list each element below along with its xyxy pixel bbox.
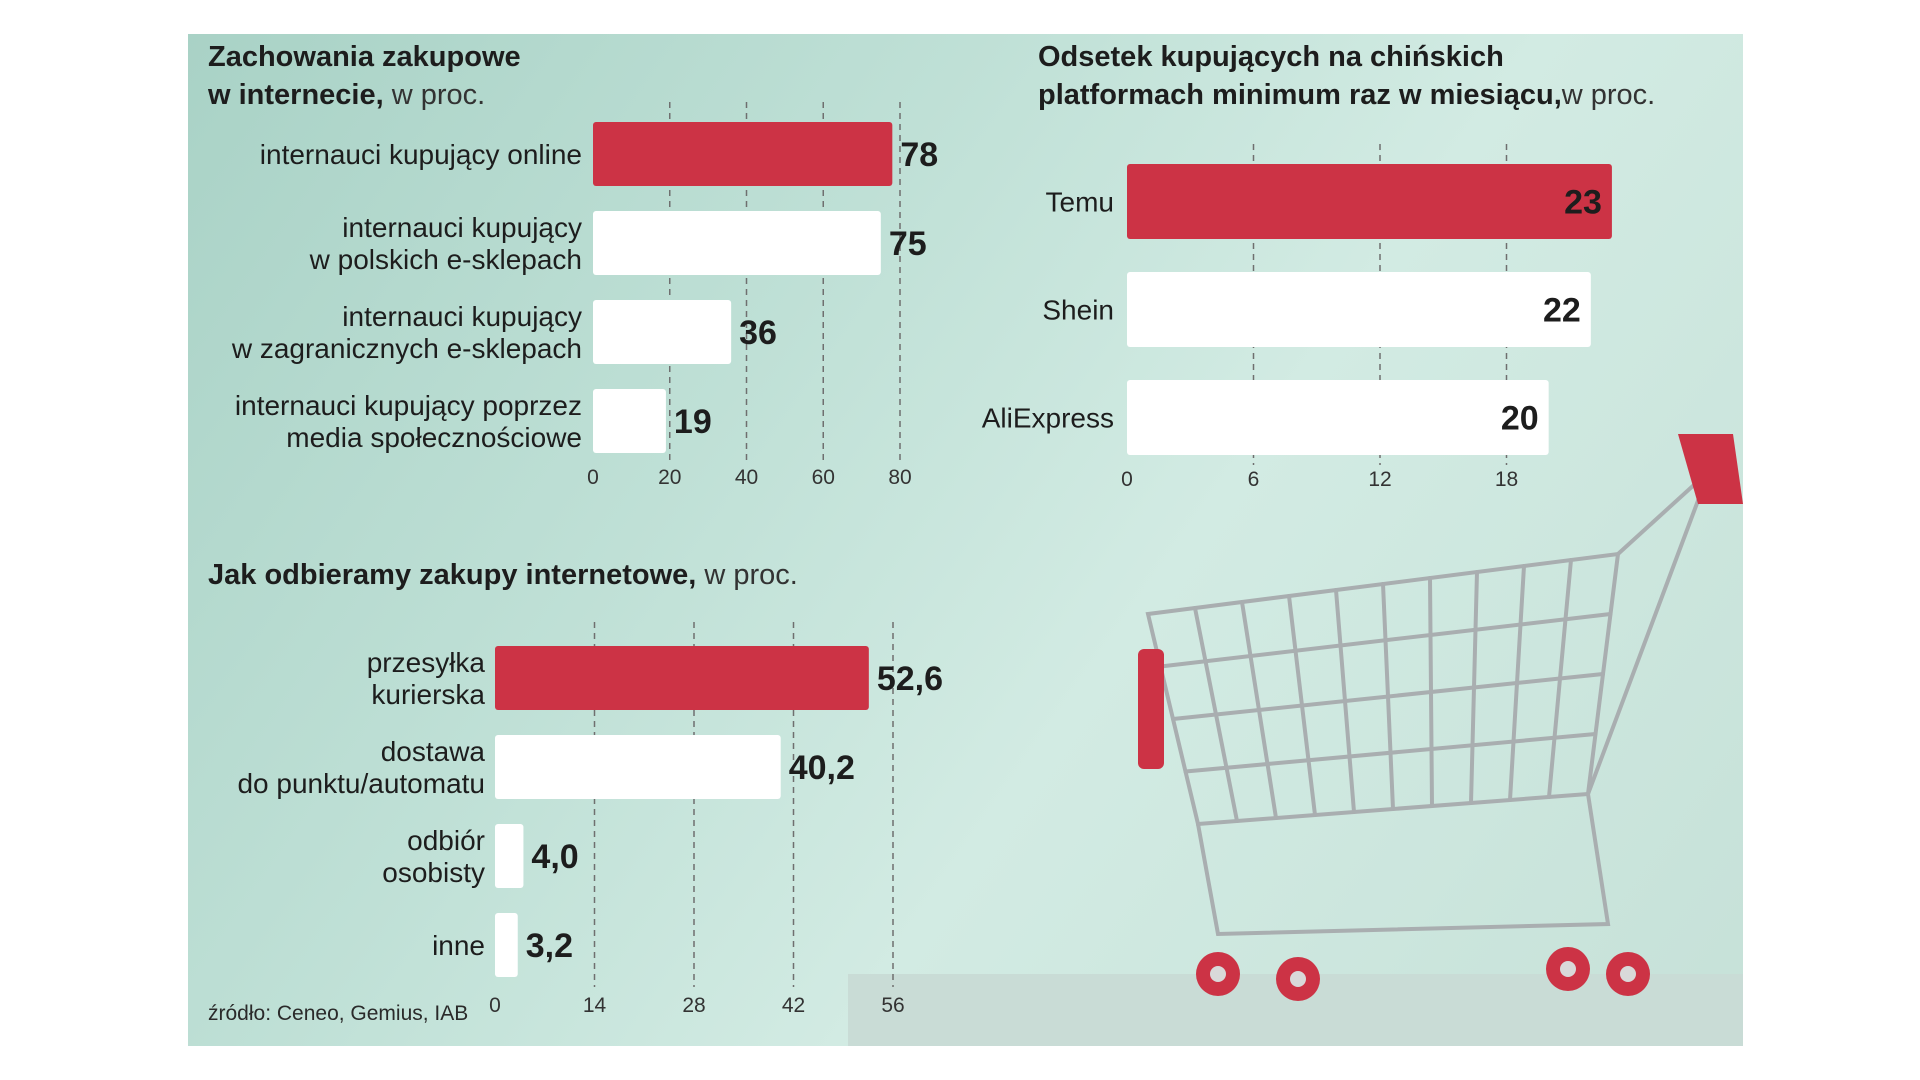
x-tick-label: 18 — [1495, 468, 1518, 491]
cart-wire — [1158, 612, 1613, 669]
bar — [1127, 272, 1591, 347]
data-label: 3,2 — [526, 927, 573, 965]
bar — [1127, 380, 1549, 455]
bar — [593, 211, 881, 275]
category-label-line: internauci kupujący — [342, 301, 582, 332]
category-label-line: internauci kupujący poprzez — [235, 390, 582, 421]
x-tick-label: 0 — [1121, 468, 1133, 491]
bar — [495, 735, 781, 799]
bar-chart-delivery: 0 14 28 42 56 przesyłka kurierska 52,6 dostawa do… — [237, 622, 943, 1017]
category-label-line: internauci kupujący online — [260, 139, 582, 170]
cart-wire — [1183, 732, 1598, 774]
shopping-cart-illustration — [848, 434, 1743, 1046]
bar-chart-chinese-platforms: 0 6 12 18 Temu 23 Shein 22 AliExpress 20 — [982, 144, 1612, 491]
bar — [495, 646, 869, 710]
x-tick-label: 40 — [735, 466, 758, 489]
cart-bumper — [1138, 649, 1164, 769]
category-label-line: media społecznościowe — [286, 422, 582, 453]
x-tick-label: 60 — [812, 466, 835, 489]
chart-title-chinese-platforms: Odsetek kupujących na chińskich platform… — [1038, 41, 1656, 111]
category-label-line: inne — [432, 930, 485, 961]
x-tick-label: 80 — [888, 466, 911, 489]
data-label: 19 — [674, 403, 712, 441]
chart-title-delivery: Jak odbieramy zakupy internetowe, w proc… — [208, 559, 798, 591]
category-label-line: Temu — [1046, 187, 1114, 218]
category-label: internauci kupujący w polskich e-sklepach — [309, 212, 582, 275]
cart-wire — [1171, 672, 1605, 721]
x-tick-label: 12 — [1368, 468, 1391, 491]
data-label: 36 — [739, 314, 777, 352]
category-label-line: przesyłka — [367, 647, 486, 678]
bar — [593, 300, 732, 364]
category-label: odbiór osobisty — [382, 825, 485, 888]
data-label: 75 — [889, 225, 927, 263]
bar — [495, 913, 518, 977]
cart-handle-bar — [1586, 472, 1710, 796]
data-label: 52,6 — [877, 660, 943, 698]
category-label: internauci kupujący poprzez media społecz… — [235, 390, 582, 453]
data-label: 22 — [1543, 292, 1581, 330]
category-label-line: AliExpress — [982, 403, 1114, 434]
category-label: przesyłka kurierska — [367, 647, 486, 710]
bar — [593, 122, 893, 186]
bar-chart-behaviours: 0 20 40 60 80 internauci kupujący online 78 int… — [231, 102, 938, 489]
source-note: źródło: Ceneo, Gemius, IAB — [208, 1002, 469, 1025]
cart-chassis — [1196, 792, 1611, 937]
cart-frame — [1145, 452, 1730, 937]
bar — [495, 824, 524, 888]
infographic-panel: Zachowania zakupowe w internecie, w proc… — [188, 34, 1743, 1046]
x-tick-label: 14 — [583, 994, 607, 1017]
category-label-line: internauci kupujący — [342, 212, 582, 243]
x-tick-label: 20 — [658, 466, 681, 489]
category-label-line: kurierska — [371, 679, 485, 710]
category-label-line: dostawa — [381, 736, 486, 767]
category-label-line: do punktu/automatu — [237, 768, 485, 799]
cart-handle-grip — [1678, 434, 1743, 504]
data-label: 40,2 — [789, 749, 855, 787]
data-label: 20 — [1501, 400, 1539, 438]
x-tick-label: 42 — [782, 994, 805, 1017]
category-label: Shein — [1042, 295, 1114, 326]
category-label: inne — [432, 930, 485, 961]
data-label: 23 — [1564, 184, 1602, 222]
category-label: internauci kupujący w zagranicznych e-skl… — [231, 301, 582, 364]
bar — [593, 389, 666, 453]
category-label-line: osobisty — [382, 857, 485, 888]
bar — [1127, 164, 1612, 239]
category-label: AliExpress — [982, 403, 1114, 434]
cart-wheel-hub — [1210, 966, 1226, 982]
cart-wheel-hub — [1290, 971, 1306, 987]
x-tick-label: 56 — [881, 994, 904, 1017]
x-tick-label: 0 — [489, 994, 501, 1017]
x-tick-label: 28 — [682, 994, 705, 1017]
category-label: internauci kupujący online — [260, 139, 582, 170]
data-label: 4,0 — [531, 838, 578, 876]
category-label: dostawa do punktu/automatu — [237, 736, 485, 799]
cart-wheel-hub — [1620, 966, 1636, 982]
chart-title-behaviours: Zachowania zakupowe w internecie, w proc… — [208, 41, 521, 111]
x-tick-label: 0 — [587, 466, 599, 489]
category-label-line: w polskich e-sklepach — [309, 244, 582, 275]
x-tick-label: 6 — [1248, 468, 1260, 491]
category-label: Temu — [1046, 187, 1114, 218]
category-label-line: odbiór — [407, 825, 485, 856]
category-label-line: w zagranicznych e-sklepach — [231, 333, 582, 364]
data-label: 78 — [900, 136, 938, 174]
category-label-line: Shein — [1042, 295, 1114, 326]
cart-wheel-hub — [1560, 961, 1576, 977]
